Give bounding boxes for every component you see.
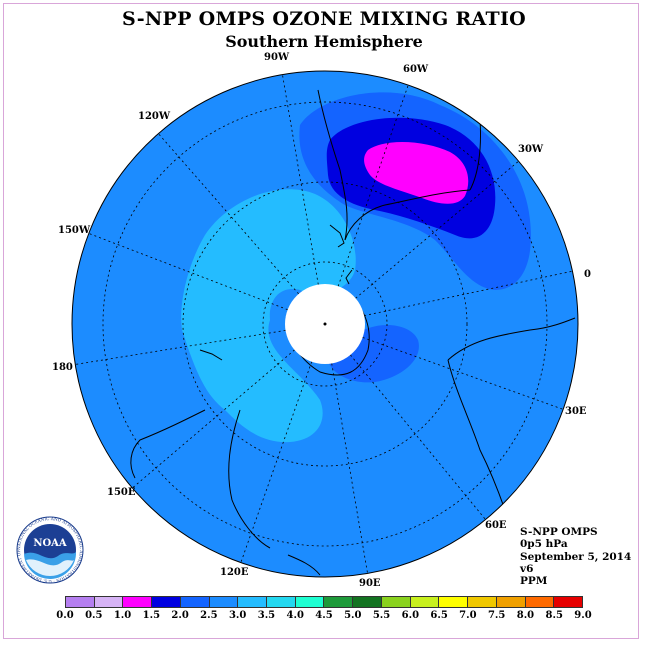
max-ozone-region (364, 141, 469, 204)
info-date: September 5, 2014 (520, 550, 632, 563)
colorbar-tick-label: 1.0 (113, 610, 132, 621)
colorbar-swatch (468, 597, 497, 607)
figure-subtitle: Southern Hemisphere (225, 32, 423, 51)
colorbar-tick-label: 7.0 (459, 610, 477, 621)
colorbar-swatch (295, 597, 325, 607)
lon-label: 30E (565, 406, 587, 417)
lon-label: 150W (58, 225, 91, 236)
colorbar-tick-label: 3.0 (228, 610, 247, 621)
figure-title: S-NPP OMPS OZONE MIXING RATIO (121, 8, 527, 30)
noaa-logo-text: NOAA (33, 538, 67, 549)
lon-label: 90W (264, 52, 290, 63)
info-version: v6 (520, 562, 534, 575)
colorbar-tick-label: 8.5 (545, 610, 563, 621)
colorbar-swatch (238, 597, 268, 607)
colorbar-tick-label: 6.5 (430, 610, 448, 621)
colorbar-swatch (324, 597, 354, 607)
graticule (72, 71, 578, 577)
coastlines (130, 89, 576, 576)
colorbar-swatch (496, 597, 526, 607)
lon-label: 60E (485, 520, 507, 531)
lon-label: 180 (52, 362, 73, 373)
info-level: 0p5 hPa (520, 538, 568, 551)
colorbar-labels: 0.0 0.5 1.0 1.5 2.0 2.5 3.0 3.5 4.0 4.5 5.0 5.5 6.0 6… (56, 610, 591, 622)
colorbar-swatch (439, 597, 469, 607)
lon-label: 0 (584, 269, 591, 280)
colorbar-tick-label: 0.5 (85, 610, 103, 621)
lon-label: 90E (359, 578, 381, 589)
product-info: S-NPP OMPS 0p5 hPa September 5, 2014 v6 … (520, 526, 631, 587)
lon-label: 120E (220, 567, 249, 578)
colorbar-swatch (267, 597, 296, 607)
map-boundary (71, 70, 579, 578)
noaa-logo: NOAA NATIONAL OCEANIC AND ATMOSPHERIC AD… (16, 516, 84, 584)
info-instrument: S-NPP OMPS (520, 526, 598, 538)
colorbar-tick-label: 0.0 (56, 610, 74, 621)
colorbar-tick-label: 4.0 (286, 610, 304, 621)
colorbar-swatch (209, 597, 239, 607)
lon-label: 150E (107, 487, 136, 498)
colorbar-tick-label: 9.0 (574, 610, 592, 621)
colorbar-tick-label: 5.0 (344, 610, 362, 621)
colorbar-tick-label: 7.5 (487, 610, 506, 621)
colorbar-tick-label: 4.5 (315, 610, 333, 621)
colorbar-tick-label: 2.0 (171, 610, 189, 621)
colorbar-tick-label: 8.0 (516, 610, 535, 621)
colorbar-tick-label: 1.5 (142, 610, 161, 621)
colorbar-swatch (525, 597, 555, 607)
lon-label: 120W (138, 111, 171, 122)
colorbar-swatch (94, 597, 124, 607)
figure-frame (3, 3, 639, 639)
colorbar-tick-label: 5.5 (372, 610, 391, 621)
south-pole-marker (323, 322, 327, 326)
info-units: PPM (520, 575, 548, 588)
colorbar (65, 596, 583, 608)
colorbar-swatch (152, 597, 181, 607)
lower-ozone-region (181, 189, 356, 443)
colorbar-swatch (66, 597, 95, 607)
colorbar-swatch (353, 597, 382, 607)
colorbar-tick-label: 2.5 (200, 610, 218, 621)
colorbar-tick-label: 6.0 (401, 610, 420, 621)
colorbar-swatch (123, 597, 153, 607)
colorbar-tick-label: 3.5 (257, 610, 276, 621)
colorbar-swatch (180, 597, 210, 607)
colorbar-swatch (554, 597, 582, 607)
colorbar-swatch (381, 597, 411, 607)
lon-label: 30W (518, 144, 544, 155)
colorbar-swatch (410, 597, 440, 607)
lon-label: 60W (403, 64, 429, 75)
